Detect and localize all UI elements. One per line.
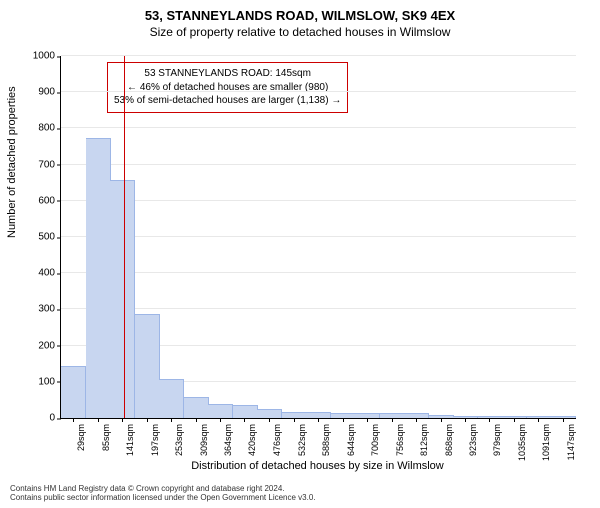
x-tick-mark	[171, 418, 172, 422]
x-tick-mark	[514, 418, 515, 422]
x-tick-label: 1035sqm	[517, 424, 527, 461]
x-tick-label: 364sqm	[223, 424, 233, 456]
grid-line	[61, 91, 576, 92]
histogram-bar	[527, 416, 552, 418]
x-tick-mark	[244, 418, 245, 422]
histogram-bar	[478, 416, 503, 418]
attribution-footer: Contains HM Land Registry data © Crown c…	[10, 484, 316, 503]
x-tick-mark	[392, 418, 393, 422]
histogram-bar	[86, 138, 111, 418]
property-info-box: 53 STANNEYLANDS ROAD: 145sqm ← 46% of de…	[107, 62, 348, 113]
histogram-bar	[551, 416, 576, 418]
x-tick-label: 923sqm	[468, 424, 478, 456]
histogram-bar	[110, 180, 135, 418]
x-tick-mark	[343, 418, 344, 422]
x-tick-label: 253sqm	[174, 424, 184, 456]
x-tick-label: 29sqm	[76, 424, 86, 451]
histogram-bar	[135, 314, 160, 418]
histogram-bar	[159, 379, 184, 418]
x-tick-mark	[318, 418, 319, 422]
x-tick-mark	[269, 418, 270, 422]
x-tick-label: 197sqm	[150, 424, 160, 456]
y-tick: 400	[15, 268, 61, 279]
x-tick-mark	[416, 418, 417, 422]
x-tick-mark	[122, 418, 123, 422]
x-tick-label: 476sqm	[272, 424, 282, 456]
x-tick-mark	[147, 418, 148, 422]
grid-line	[61, 55, 576, 56]
y-tick: 500	[15, 232, 61, 243]
x-tick-label: 756sqm	[395, 424, 405, 456]
histogram-bar	[502, 416, 527, 418]
histogram-bar	[184, 397, 209, 418]
x-tick-mark	[220, 418, 221, 422]
x-tick-mark	[489, 418, 490, 422]
x-tick-label: 644sqm	[346, 424, 356, 456]
x-tick-mark	[98, 418, 99, 422]
y-tick: 200	[15, 340, 61, 351]
y-tick: 300	[15, 304, 61, 315]
x-tick-mark	[441, 418, 442, 422]
info-line-size: 53 STANNEYLANDS ROAD: 145sqm	[114, 67, 341, 81]
x-tick-label: 979sqm	[492, 424, 502, 456]
grid-line	[61, 164, 576, 165]
chart-subtitle: Size of property relative to detached ho…	[0, 25, 600, 39]
x-tick-mark	[196, 418, 197, 422]
x-tick-label: 700sqm	[370, 424, 380, 456]
y-tick: 600	[15, 195, 61, 206]
x-tick-label: 588sqm	[321, 424, 331, 456]
x-axis-label: Distribution of detached houses by size …	[60, 460, 575, 472]
address-title: 53, STANNEYLANDS ROAD, WILMSLOW, SK9 4EX	[0, 8, 600, 23]
y-tick: 1000	[15, 51, 61, 62]
x-tick-mark	[73, 418, 74, 422]
x-tick-mark	[465, 418, 466, 422]
info-line-larger: 53% of semi-detached houses are larger (…	[114, 94, 341, 108]
y-tick: 700	[15, 159, 61, 170]
footer-line-1: Contains HM Land Registry data © Crown c…	[10, 484, 316, 494]
histogram-bar	[257, 409, 282, 418]
y-tick: 100	[15, 376, 61, 387]
footer-line-2: Contains public sector information licen…	[10, 493, 316, 503]
x-tick-label: 812sqm	[419, 424, 429, 456]
x-tick-mark	[563, 418, 564, 422]
x-tick-label: 532sqm	[297, 424, 307, 456]
x-tick-label: 868sqm	[444, 424, 454, 456]
histogram-bar	[233, 405, 258, 418]
grid-line	[61, 127, 576, 128]
y-tick: 0	[15, 413, 61, 424]
histogram-plot: 53 STANNEYLANDS ROAD: 145sqm ← 46% of de…	[60, 56, 576, 419]
x-tick-mark	[294, 418, 295, 422]
property-marker-line	[124, 56, 125, 418]
x-tick-label: 85sqm	[101, 424, 111, 451]
grid-line	[61, 308, 576, 309]
x-tick-label: 1091sqm	[541, 424, 551, 461]
grid-line	[61, 236, 576, 237]
y-tick: 900	[15, 87, 61, 98]
x-tick-mark	[367, 418, 368, 422]
grid-line	[61, 272, 576, 273]
x-tick-label: 1147sqm	[566, 424, 576, 460]
histogram-bar	[61, 366, 86, 418]
histogram-bar	[453, 416, 478, 418]
grid-line	[61, 200, 576, 201]
x-tick-label: 420sqm	[247, 424, 257, 456]
x-tick-label: 309sqm	[199, 424, 209, 456]
x-tick-mark	[538, 418, 539, 422]
y-tick: 800	[15, 123, 61, 134]
x-tick-label: 141sqm	[125, 424, 135, 456]
histogram-bar	[208, 404, 233, 418]
